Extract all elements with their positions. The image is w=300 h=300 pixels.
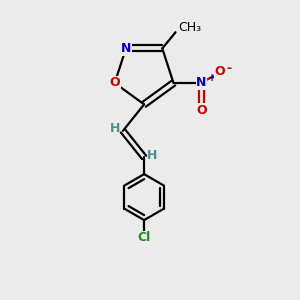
Text: +: + — [208, 73, 216, 83]
Text: H: H — [110, 122, 120, 135]
Text: Cl: Cl — [137, 231, 151, 244]
Text: CH₃: CH₃ — [178, 21, 202, 34]
Text: O: O — [110, 76, 120, 89]
Text: N: N — [196, 76, 207, 89]
Text: N: N — [121, 42, 131, 55]
Text: -: - — [226, 62, 231, 75]
Text: H: H — [147, 148, 158, 161]
Text: O: O — [196, 104, 207, 117]
Text: O: O — [214, 65, 225, 78]
